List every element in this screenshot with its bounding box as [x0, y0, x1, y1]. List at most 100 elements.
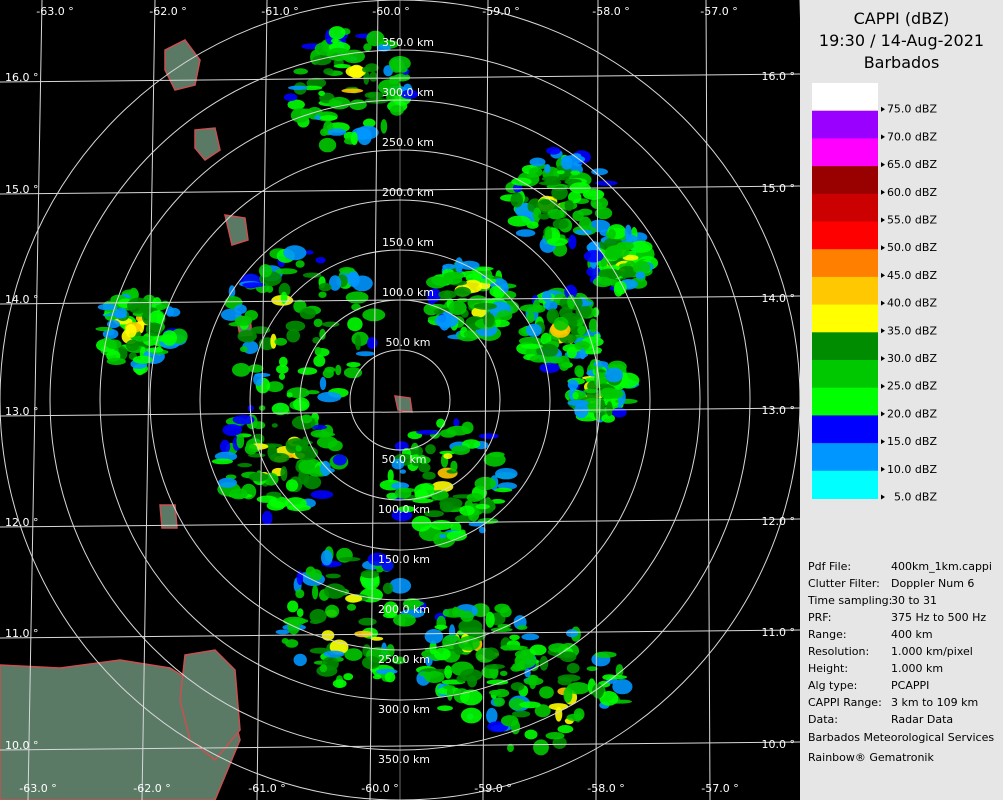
- scale-tick: [881, 300, 885, 306]
- echo: [418, 671, 434, 677]
- echo: [422, 471, 436, 480]
- echo: [320, 128, 328, 136]
- info-key: Height:: [808, 662, 849, 675]
- echo: [356, 125, 379, 140]
- echo: [293, 653, 307, 667]
- echo: [300, 414, 313, 424]
- scale-label: 70.0 dBZ: [887, 130, 938, 143]
- echo: [520, 343, 544, 349]
- echo: [347, 317, 363, 332]
- echo: [362, 66, 371, 73]
- land: [0, 39, 413, 800]
- echo: [501, 715, 519, 727]
- echo: [458, 636, 480, 651]
- echo: [366, 30, 385, 47]
- echo: [612, 679, 633, 695]
- echo: [511, 710, 531, 718]
- echo: [454, 286, 471, 297]
- lat-label: 13.0 °: [5, 405, 39, 418]
- echo: [455, 257, 464, 273]
- echo: [391, 656, 406, 665]
- echo: [347, 271, 360, 287]
- echo: [244, 443, 258, 455]
- echo: [473, 302, 497, 310]
- echo: [106, 357, 126, 365]
- echo: [510, 192, 524, 208]
- lon-label: -57.0 °: [701, 782, 738, 795]
- echo: [363, 43, 372, 52]
- echo: [460, 610, 474, 622]
- echo: [383, 601, 399, 617]
- echo: [416, 446, 423, 456]
- echo: [296, 608, 304, 617]
- echo: [618, 266, 637, 278]
- lat-label: 13.0 °: [762, 404, 796, 417]
- echo: [552, 242, 568, 257]
- echo: [391, 458, 405, 470]
- echo: [271, 402, 290, 416]
- echo: [232, 414, 255, 425]
- echo: [443, 271, 465, 280]
- island: [164, 39, 201, 91]
- echo: [275, 629, 290, 635]
- echo: [453, 418, 460, 428]
- echo: [446, 425, 470, 436]
- echo: [566, 629, 579, 638]
- echo: [526, 311, 535, 323]
- echo: [574, 229, 593, 235]
- echo: [278, 373, 286, 380]
- radar-map: -63.0 ° -62.0 ° -61.0 ° -60.0 ° -59.0 ° -58.0…: [0, 0, 800, 800]
- echo: [594, 651, 617, 658]
- info-value: Doppler Num 6: [891, 577, 975, 590]
- echo: [458, 619, 483, 634]
- color-scale: 75.0 dBZ 70.0 dBZ 65.0 dBZ 60.0 dBZ 55.0 dBZ…: [812, 83, 938, 504]
- lon-label: -58.0 °: [587, 782, 624, 795]
- echo: [343, 367, 363, 379]
- lon-label: -61.0 °: [261, 5, 298, 18]
- echo: [328, 96, 351, 110]
- echo: [313, 318, 323, 328]
- echo: [325, 573, 341, 579]
- echo: [315, 257, 326, 264]
- lat-label: 15.0 °: [5, 183, 39, 196]
- lon-label: -62.0 °: [133, 782, 170, 795]
- echo: [222, 424, 242, 436]
- scale-tick: [881, 189, 885, 195]
- echo: [125, 324, 137, 338]
- range-label: 350.0 km: [382, 36, 434, 49]
- scale-label: 65.0 dBZ: [887, 158, 938, 171]
- echo: [566, 663, 580, 674]
- info-row: Time sampling: 30 to 31: [808, 594, 937, 607]
- lon-label: -59.0 °: [482, 5, 519, 18]
- echo: [563, 687, 573, 703]
- echo: [431, 481, 454, 493]
- echo: [483, 647, 499, 660]
- echo: [605, 367, 623, 383]
- longitude-line: [141, 0, 156, 800]
- echo: [552, 736, 567, 749]
- echo: [131, 335, 151, 342]
- echo: [460, 689, 483, 706]
- longitude-line: [705, 0, 711, 800]
- echo: [286, 328, 301, 343]
- echo: [497, 624, 511, 629]
- echo: [577, 325, 586, 336]
- echo: [543, 179, 562, 186]
- echo: [132, 355, 153, 364]
- echo: [459, 505, 475, 516]
- scale-swatch: [812, 470, 878, 499]
- echo: [237, 330, 257, 343]
- echo: [579, 348, 586, 360]
- scale-swatch: [812, 110, 878, 139]
- scale-tick: [881, 272, 885, 278]
- echo: [321, 549, 333, 566]
- lon-label: -63.0 °: [19, 782, 56, 795]
- echo: [161, 330, 178, 346]
- info-key: Pdf File:: [808, 560, 852, 573]
- echo: [434, 314, 459, 328]
- echo: [485, 611, 495, 628]
- echo: [439, 501, 454, 513]
- echo: [593, 276, 613, 288]
- scale-swatch: [812, 166, 878, 195]
- echo: [261, 510, 273, 526]
